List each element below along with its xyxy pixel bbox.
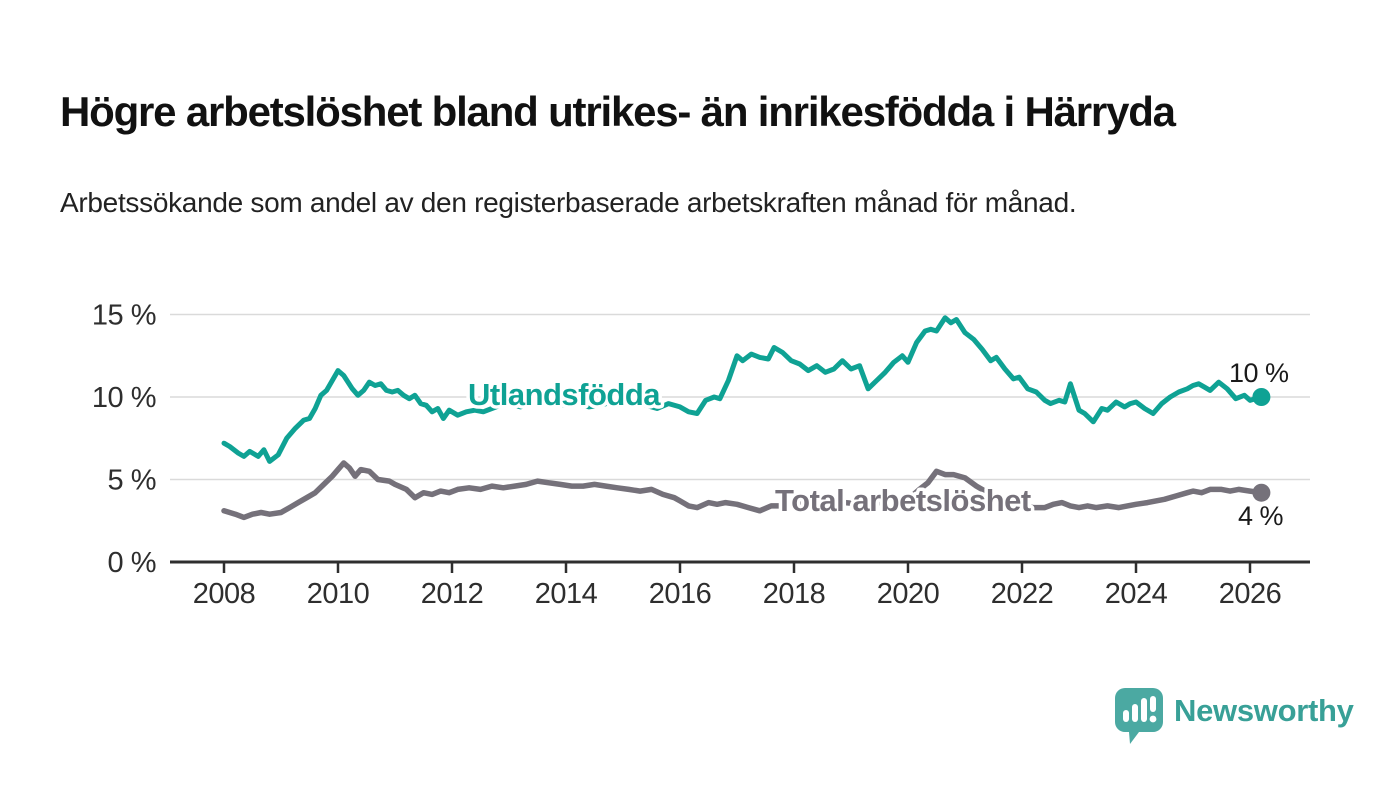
brand-footer: Newsworthy: [1115, 688, 1354, 748]
x-axis-tick-label: 2022: [991, 578, 1054, 610]
series-line-utlandsfodda: [221, 315, 1264, 464]
series-label-total: Total arbetslöshet: [775, 483, 1031, 518]
x-axis-tick-label: 2020: [877, 578, 940, 610]
x-axis-tick-label: 2018: [763, 578, 826, 610]
series-lines: [221, 315, 1265, 521]
x-axis-tick-label: 2014: [535, 578, 598, 610]
x-axis-tick-label: 2016: [649, 578, 712, 610]
y-axis-tick-label: 5 %: [108, 465, 156, 497]
x-axis-tick-label: 2026: [1219, 578, 1282, 610]
x-axis-tick-label: 2024: [1105, 578, 1168, 610]
end-value-label-total: 4 %: [1238, 501, 1284, 531]
x-axis-tick-label: 2012: [421, 578, 484, 610]
end-value-label-utlandsfodda: 10 %: [1229, 358, 1289, 388]
brand-name: Newsworthy: [1174, 693, 1354, 728]
x-axis: 2008 2010 2012 2014 2016 2018 2020 2022 2024 2026: [170, 560, 1310, 610]
y-axis-tick-label: 10 %: [92, 382, 156, 414]
y-axis-tick-label: 0 %: [108, 547, 156, 579]
chart-svg: 0 %5 %10 %15 % 2008 2010 2012 2014 2016 2018 2…: [92, 300, 1310, 610]
series-endpoint-dot: [1252, 483, 1271, 502]
series-label-utlandsfodda: Utlandsfödda: [468, 377, 661, 412]
y-axis-tick-label: 15 %: [92, 300, 156, 332]
series-end-dots: [1252, 388, 1271, 502]
y-axis-labels: 0 % 5 % 10 % 15 %: [92, 300, 157, 580]
page-title: Högre arbetslöshet bland utrikes- än inr…: [60, 88, 1176, 136]
series-line-total: [221, 460, 1265, 521]
x-axis-tick-label: 2010: [307, 578, 370, 610]
newsworthy-logo-icon: [1115, 688, 1163, 744]
chart-area: 0 % 5 % 10 % 15 % 2008 2010 2012 2014 2016 2018 2…: [0, 270, 1400, 640]
chart-subtitle: Arbetssökande som andel av den registerb…: [60, 187, 1077, 218]
series-endpoint-dot: [1252, 388, 1271, 406]
gridlines: [170, 313, 1310, 481]
x-axis-tick-label: 2008: [193, 578, 256, 610]
